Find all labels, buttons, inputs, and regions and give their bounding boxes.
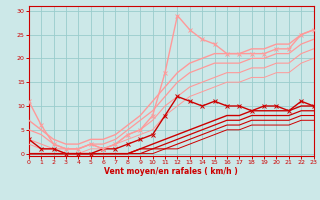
X-axis label: Vent moyen/en rafales ( km/h ): Vent moyen/en rafales ( km/h )	[104, 167, 238, 176]
